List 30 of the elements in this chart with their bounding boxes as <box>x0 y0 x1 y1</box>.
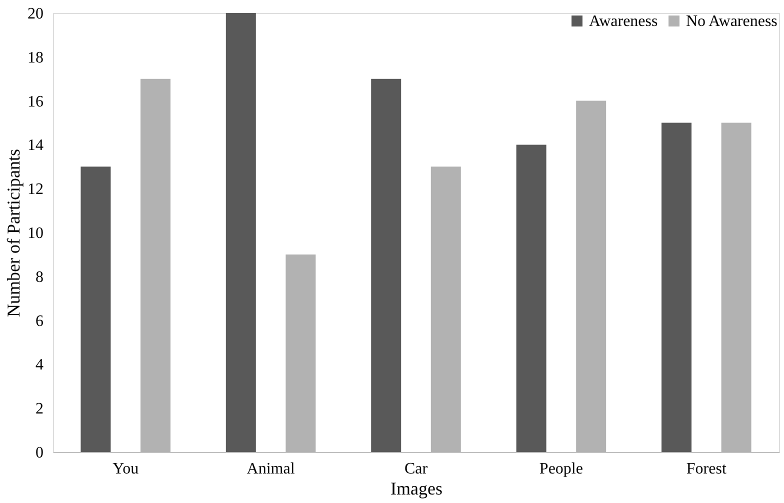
y-tick-label: 6 <box>36 312 44 330</box>
x-tick-label: Forest <box>686 460 727 478</box>
y-tick-label: 10 <box>28 225 44 242</box>
y-tick-label: 18 <box>28 49 44 66</box>
y-tick-label: 12 <box>28 181 44 198</box>
y-axis-title: Number of Participants <box>4 149 24 317</box>
bar <box>226 13 256 452</box>
bar <box>662 122 692 452</box>
y-tick-label: 2 <box>36 400 44 418</box>
x-tick-label: Animal <box>246 460 296 478</box>
bar <box>286 254 316 452</box>
y-tick-label: 14 <box>28 137 44 154</box>
y-tick-label: 0 <box>36 444 44 462</box>
bar <box>516 144 546 452</box>
x-tick-label: Car <box>404 460 428 478</box>
legend-label: Awareness <box>589 13 658 30</box>
x-tick-label: You <box>112 460 139 478</box>
x-axis-title: Images <box>390 478 442 498</box>
x-tick-label: People <box>539 460 583 478</box>
legend-label: No Awareness <box>686 13 778 30</box>
y-tick-label: 4 <box>36 356 44 374</box>
bar <box>576 100 606 452</box>
bar <box>140 78 170 452</box>
bar <box>371 78 402 452</box>
bar <box>721 122 752 452</box>
bar <box>80 166 111 452</box>
y-tick-label: 20 <box>28 6 44 22</box>
bar <box>430 166 461 452</box>
y-tick-label: 16 <box>28 93 44 110</box>
y-tick-label: 8 <box>36 268 44 286</box>
